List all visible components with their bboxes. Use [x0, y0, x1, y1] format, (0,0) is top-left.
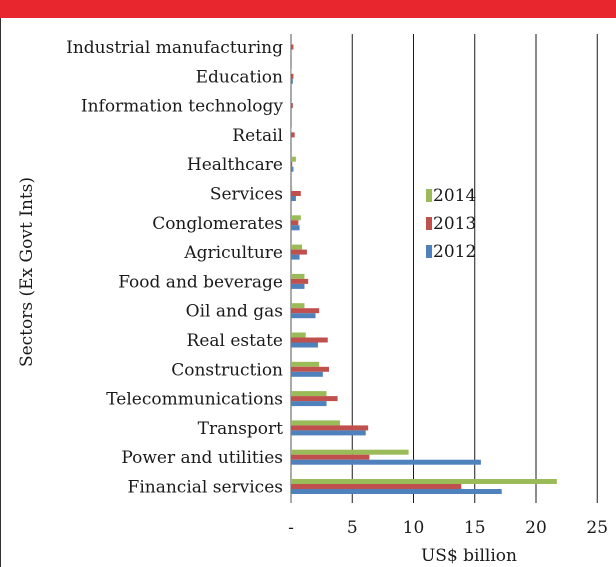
bar-2013: [291, 103, 293, 108]
bar-2014: [291, 69, 292, 74]
x-tick-0: -: [288, 518, 294, 538]
bar-2014: [291, 391, 327, 396]
legend-label-2013: 2013: [433, 214, 476, 234]
legend-swatch-2013: [426, 217, 432, 230]
legend: 2014 2013 2012: [426, 186, 476, 262]
bar-2013: [291, 162, 292, 167]
bar-2012: [291, 225, 300, 230]
bar-2014: [291, 127, 292, 132]
bar-2013: [291, 191, 301, 196]
bar-2013: [291, 396, 338, 401]
category-label: Services: [210, 185, 283, 205]
category-label: Construction: [171, 360, 283, 380]
category-label: Conglomerates: [152, 214, 283, 234]
bar-2014: [291, 333, 306, 338]
x-tick-25: 25: [586, 518, 608, 538]
bar-2012: [291, 255, 300, 260]
bar-2012: [291, 284, 304, 289]
legend-label-2012: 2012: [433, 242, 476, 262]
category-label: Education: [196, 67, 283, 87]
legend-swatch-2014: [426, 189, 432, 202]
category-label: Retail: [232, 126, 283, 146]
y-axis-title: Sectors (Ex Govt Ints): [17, 177, 37, 367]
category-label: Oil and gas: [186, 302, 283, 322]
bar-2014: [291, 245, 302, 250]
bar-2013: [291, 308, 319, 313]
bar-2014: [291, 362, 319, 367]
bar-2014: [291, 186, 292, 191]
bar-2014: [291, 303, 304, 308]
bar-2012: [291, 137, 292, 142]
category-label: Healthcare: [187, 155, 283, 175]
bar-2012: [291, 401, 327, 406]
x-axis-title: US$ billion: [421, 546, 517, 566]
bar-2012: [291, 343, 318, 348]
bar-2012: [291, 167, 293, 172]
bar-2013: [291, 74, 293, 79]
bar-2013: [291, 45, 293, 50]
bar-2013: [291, 425, 368, 430]
x-tick-5: 5: [347, 518, 358, 538]
x-tick-labels: - 5 10 15 20 25: [288, 518, 608, 538]
bar-2013: [291, 279, 308, 284]
bar-2012: [291, 372, 323, 377]
x-tick-20: 20: [525, 518, 547, 538]
category-label: Transport: [198, 419, 284, 439]
legend-swatch-2012: [426, 245, 432, 258]
bar-2013: [291, 250, 307, 255]
bar-2013: [291, 367, 329, 372]
category-label: Telecommunications: [106, 390, 283, 410]
category-label: Information technology: [81, 97, 284, 117]
bar-2013: [291, 220, 298, 225]
bar-2014: [291, 215, 301, 220]
category-label: Agriculture: [183, 243, 283, 263]
category-label: Real estate: [187, 331, 283, 351]
category-labels: Industrial manufacturing Education Informa…: [66, 38, 283, 498]
x-tick-15: 15: [464, 518, 486, 538]
legend-label-2014: 2014: [433, 186, 476, 206]
x-tick-10: 10: [403, 518, 425, 538]
bar-2013: [291, 484, 461, 489]
bar-2013: [291, 132, 295, 137]
bar-2012: [291, 489, 502, 494]
category-label: Financial services: [128, 478, 283, 498]
bar-2013: [291, 338, 328, 343]
bar-2012: [291, 460, 481, 465]
bar-2012: [291, 79, 293, 84]
category-label: Power and utilities: [121, 448, 283, 468]
category-label: Food and beverage: [118, 272, 283, 292]
bar-2012: [291, 313, 316, 318]
bar-2014: [291, 274, 304, 279]
bar-2012: [291, 196, 296, 201]
category-label: Industrial manufacturing: [66, 38, 283, 58]
bar-2014: [291, 420, 340, 425]
bar-2014: [291, 479, 557, 484]
bar-2012: [291, 430, 366, 435]
bar-2014: [291, 450, 409, 455]
bars: [291, 45, 557, 495]
bar-2014: [291, 157, 296, 162]
bar-2013: [291, 455, 369, 460]
